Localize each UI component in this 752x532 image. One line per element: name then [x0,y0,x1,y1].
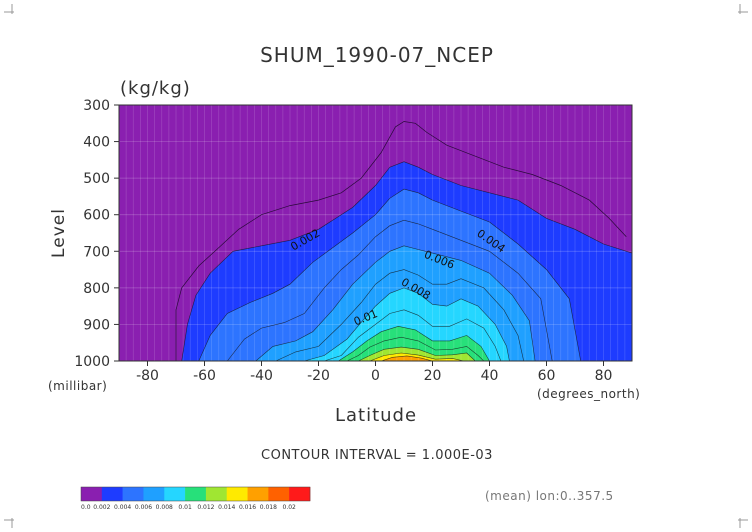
contour-line [255,245,536,361]
footnote-text: (mean) lon:0..357.5 [485,489,614,503]
colorbar-label: 0.014 [218,504,235,511]
contour-line [227,219,553,361]
y-axis-label: Level [49,208,69,258]
contour-line [381,355,433,361]
colorbar-label: 0.02 [283,504,297,511]
x-tick-label: 40 [481,368,499,384]
x-tick-label: -60 [193,368,216,384]
colorbar-swatch [289,487,311,501]
contour-line [346,336,485,361]
colorbar-swatch [226,487,248,501]
colorbar-frame [80,486,311,502]
x-tick-label: -80 [136,368,159,384]
colorbar-swatch [268,487,290,501]
colorbar-swatch [247,487,269,501]
units-label: (kg/kg) [120,78,191,99]
colorbar-label: 0.004 [114,504,131,511]
x-units-label: (degrees_north) [537,387,640,401]
colorbar-swatch [81,487,103,501]
x-tick-label: 60 [538,368,556,384]
contour-line [369,352,464,361]
colorbar-swatch [205,487,228,501]
y-tick-label: 400 [83,135,110,151]
colorbar-swatch [143,487,165,501]
contour-line [198,188,581,361]
y-units-label: (millibar) [48,379,107,393]
y-tick-label: 300 [83,98,110,114]
colorbar [80,486,311,502]
y-tick-label: 800 [83,281,110,297]
colorbar-label: 0.01 [178,504,192,511]
colorbar-swatch [101,487,123,501]
chart-title: SHUM_1990-07_NCEP [260,43,494,67]
colorbar-swatch [122,487,144,501]
x-tick-label: 80 [595,368,613,384]
contour-line [304,287,510,361]
colorbar-label: 0.016 [239,504,256,511]
x-tick-label: 0 [371,368,380,384]
x-axis-label: Latitude [335,405,417,426]
contour-line [358,346,476,361]
y-tick-label: 900 [83,317,110,333]
contour-line [338,325,490,361]
colorbar-swatch [185,487,207,501]
x-tick-label: -40 [250,368,273,384]
contour-line [324,309,502,361]
x-tick-label: 20 [424,368,442,384]
colorbar-label: 0.018 [260,504,277,511]
colorbar-label: 0.006 [135,504,152,511]
colorbar-swatch [164,487,186,501]
contour-interval-text: CONTOUR INTERVAL = 1.000E-03 [261,448,493,463]
contour-line [275,269,524,361]
corner-marks [4,4,748,528]
contour-line [175,121,627,361]
colorbar-labels: 0.0 0.002 0.004 0.006 0.008 0.01 0.012 0.014 0.0… [81,504,296,511]
contour-lines [175,121,632,361]
y-tick-label: 700 [83,244,110,260]
y-axis-ticks: 300 400 500 600 700 800 900 1000 [74,98,119,370]
y-tick-label: 600 [83,208,110,224]
x-tick-label: -20 [307,368,330,384]
y-tick-label: 500 [83,171,110,187]
colorbar-label: 0.002 [93,504,110,511]
plot-area: 0.002 0.004 0.006 0.008 0.01 [118,104,633,362]
y-tick-label: 1000 [74,354,110,370]
colorbar-label: 0.012 [197,504,214,511]
x-axis-ticks: -80 -60 -40 -20 0 20 40 60 80 [136,361,612,384]
colorbar-label: 0.0 [81,504,91,511]
contour-line [181,161,632,361]
colorbar-label: 0.008 [156,504,173,511]
